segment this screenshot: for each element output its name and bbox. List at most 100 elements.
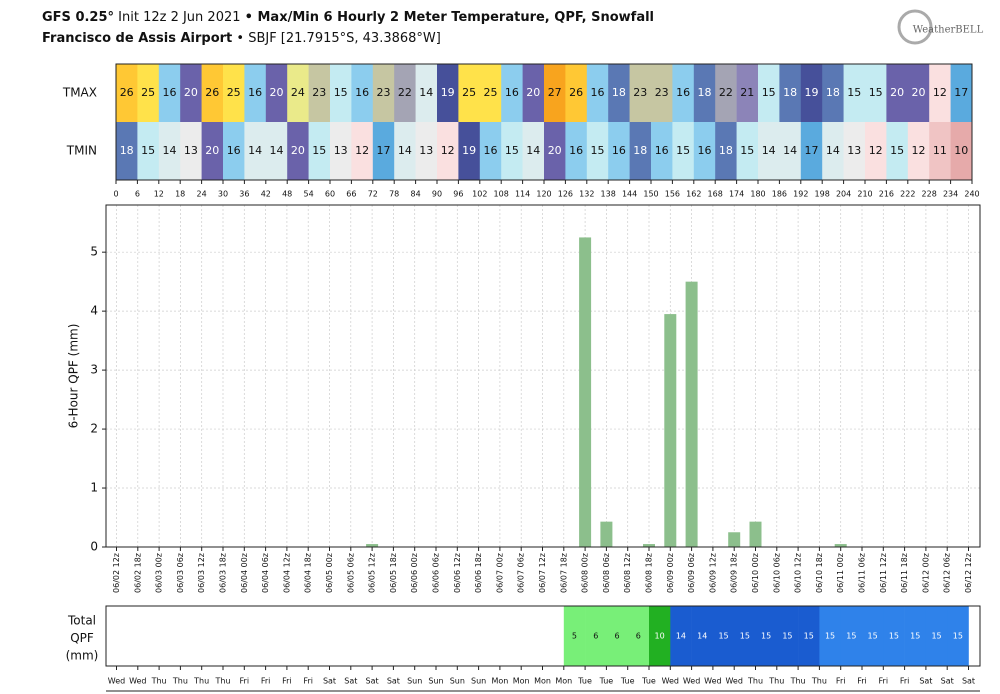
temp-cell: [415, 122, 438, 180]
total-value: 15: [910, 632, 920, 641]
day-label: Sun: [407, 677, 422, 686]
hour-tick-label: 18: [175, 190, 185, 199]
temp-cell: [886, 64, 909, 122]
temp-cell: [736, 64, 759, 122]
day-label: Thu: [747, 677, 763, 686]
day-label: Sun: [471, 677, 486, 686]
temp-label: 23: [377, 86, 391, 99]
temp-cell: [758, 64, 780, 122]
temp-label: 15: [141, 144, 155, 157]
temp-label: 16: [505, 86, 519, 99]
hour-tick-label: 216: [879, 190, 894, 199]
temp-cell: [672, 64, 695, 122]
temp-label: 16: [484, 144, 498, 157]
temp-label: 18: [633, 144, 647, 157]
x-tick-label: 06/10 18z: [815, 553, 824, 593]
total-value: 15: [953, 632, 963, 641]
temp-label: 26: [569, 86, 583, 99]
temp-label: 26: [120, 86, 134, 99]
temp-cell: [330, 122, 352, 180]
hour-tick-label: 24: [197, 190, 207, 199]
temp-label: 18: [783, 86, 797, 99]
bar: [366, 544, 379, 547]
temp-cell: [907, 64, 930, 122]
temp-label: 14: [526, 144, 540, 157]
y-tick-label: 2: [90, 422, 98, 436]
temp-label: 20: [526, 86, 540, 99]
x-tick-label: 06/03 12z: [197, 553, 206, 593]
temp-cell: [822, 64, 844, 122]
hour-tick-label: 114: [515, 190, 530, 199]
temp-cell: [394, 122, 416, 180]
temp-label: 16: [248, 86, 262, 99]
x-tick-label: 06/10 00z: [751, 553, 760, 593]
x-tick-label: 06/04 18z: [304, 553, 313, 593]
y-tick-label: 1: [90, 481, 98, 495]
day-label: Sat: [919, 677, 932, 686]
temp-cell: [244, 64, 267, 122]
temp-label: 20: [912, 86, 926, 99]
temp-label: 14: [826, 144, 840, 157]
x-tick-label: 06/11 18z: [900, 553, 909, 593]
total-value: 15: [761, 632, 771, 641]
temp-cell: [586, 64, 609, 122]
day-label: Thu: [768, 677, 784, 686]
hour-tick-label: 12: [154, 190, 164, 199]
x-tick-label: 06/05 12z: [368, 553, 377, 593]
temp-label: 15: [890, 144, 904, 157]
x-tick-label: 06/07 12z: [538, 553, 547, 593]
temp-cell: [265, 64, 288, 122]
x-tick-label: 06/09 18z: [730, 553, 739, 593]
total-cell: [947, 606, 969, 666]
temp-label: 18: [120, 144, 134, 157]
hour-tick-label: 60: [325, 190, 335, 199]
temp-label: 17: [954, 86, 968, 99]
temp-label: 15: [591, 144, 605, 157]
temp-cell: [116, 64, 138, 122]
total-value: 15: [889, 632, 899, 641]
hour-tick-label: 222: [900, 190, 915, 199]
hour-tick-label: 126: [558, 190, 573, 199]
bar: [664, 314, 677, 547]
temp-label: 25: [462, 86, 476, 99]
temp-cell: [736, 122, 759, 180]
total-cell: [798, 606, 820, 666]
total-cell: [712, 606, 735, 666]
temp-label: 12: [933, 86, 947, 99]
temp-label: 15: [505, 144, 519, 157]
total-value: 15: [740, 632, 750, 641]
x-tick-label: 06/06 06z: [432, 553, 441, 593]
temp-cell: [522, 122, 545, 180]
temp-label: 23: [655, 86, 669, 99]
hour-tick-label: 72: [368, 190, 378, 199]
hour-tick-label: 234: [943, 190, 958, 199]
temp-cell: [372, 122, 395, 180]
row-label: TMIN: [66, 144, 97, 158]
x-tick-label: 06/02 18z: [133, 553, 142, 593]
temp-label: 18: [719, 144, 733, 157]
temp-cell: [137, 64, 160, 122]
x-tick-label: 06/12 06z: [943, 553, 952, 593]
temp-label: 15: [740, 144, 754, 157]
day-label: Wed: [108, 677, 125, 686]
temp-label: 13: [847, 144, 861, 157]
temp-label: 11: [933, 144, 947, 157]
bar: [579, 237, 592, 547]
total-value: 10: [655, 632, 665, 641]
temp-label: 14: [270, 144, 284, 157]
temp-label: 16: [698, 144, 712, 157]
hour-tick-label: 132: [579, 190, 594, 199]
temp-cell: [351, 122, 374, 180]
day-label: Wed: [662, 677, 679, 686]
station-line: Francisco de Assis Airport • SBJF [21.79…: [42, 31, 441, 46]
x-tick-label: 06/08 12z: [623, 553, 632, 593]
day-label: Fri: [282, 677, 292, 686]
temp-cell: [308, 122, 331, 180]
bar: [834, 544, 847, 547]
temp-cell: [116, 122, 138, 180]
x-tick-label: 06/04 00z: [240, 553, 249, 593]
hour-tick-label: 210: [857, 190, 872, 199]
temp-label: 19: [441, 86, 455, 99]
day-label: Sun: [428, 677, 443, 686]
temp-cell: [758, 122, 780, 180]
